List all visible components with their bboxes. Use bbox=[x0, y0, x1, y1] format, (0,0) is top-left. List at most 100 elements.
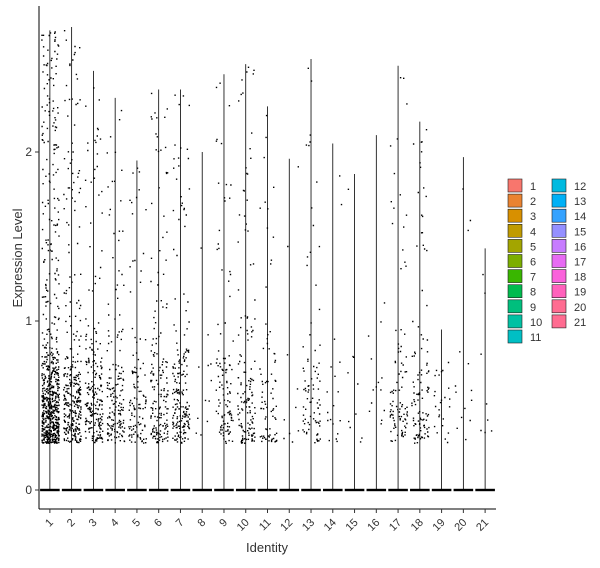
x-tick-label: 15 bbox=[344, 517, 361, 534]
x-tick-label: 12 bbox=[278, 517, 295, 534]
legend-label-18: 18 bbox=[574, 272, 586, 284]
legend-label-12: 12 bbox=[574, 181, 586, 193]
legend-key-4 bbox=[507, 224, 523, 238]
legend-key-16 bbox=[551, 239, 567, 253]
points-cluster-11 bbox=[259, 114, 278, 443]
x-tick-label: 19 bbox=[431, 517, 448, 534]
x-tick-label: 20 bbox=[452, 517, 469, 534]
y-tick-label: 2 bbox=[25, 145, 32, 159]
x-tick-label: 16 bbox=[365, 517, 382, 534]
violin-base-2 bbox=[61, 488, 82, 492]
points-cluster-19 bbox=[433, 361, 451, 444]
points-cluster-12 bbox=[283, 166, 300, 443]
violin-base-18 bbox=[410, 488, 430, 492]
x-axis-title: Identity bbox=[246, 540, 288, 555]
violin-base-10 bbox=[235, 488, 256, 492]
legend-key-20 bbox=[551, 299, 567, 314]
x-tick-label: 11 bbox=[257, 517, 274, 534]
legend-key-14 bbox=[551, 208, 567, 223]
violin-base-19 bbox=[431, 488, 452, 492]
violin-base-8 bbox=[192, 488, 213, 492]
points-cluster-5 bbox=[128, 167, 147, 444]
points-cluster-3 bbox=[84, 87, 104, 444]
points-cluster-21 bbox=[480, 273, 493, 434]
y-tick-label: 0 bbox=[25, 483, 32, 497]
legend-key-3 bbox=[507, 208, 523, 223]
legend-label-17: 17 bbox=[574, 257, 586, 269]
violin-base-5 bbox=[127, 488, 147, 492]
points-cluster-15 bbox=[347, 188, 363, 443]
legend-label-9: 9 bbox=[530, 302, 536, 314]
x-tick-label: 13 bbox=[300, 517, 317, 534]
legend-label-13: 13 bbox=[574, 196, 586, 208]
violin-base-4 bbox=[105, 488, 125, 492]
violin-base-7 bbox=[170, 488, 191, 492]
legend-key-18 bbox=[551, 269, 567, 283]
x-ticks: 1 2 3 4 5 6 7 8 9 10 11 12 13 14 15 16 17 18 19 20 21 bbox=[43, 509, 491, 534]
y-ticks: 0 1 2 bbox=[25, 145, 39, 497]
points-cluster-1 bbox=[41, 31, 60, 444]
points-cluster-4 bbox=[106, 109, 126, 444]
legend-label-6: 6 bbox=[530, 257, 536, 269]
legend-label-14: 14 bbox=[574, 211, 586, 223]
legend-key-7 bbox=[507, 269, 523, 283]
violin-base-6 bbox=[148, 488, 169, 492]
legend-key-12 bbox=[551, 178, 567, 193]
violins bbox=[40, 26, 495, 492]
legend-label-15: 15 bbox=[574, 226, 586, 238]
x-tick-label: 6 bbox=[152, 517, 165, 530]
legend-key-11 bbox=[507, 329, 523, 344]
x-tick-label: 7 bbox=[174, 517, 187, 530]
x-tick-label: 21 bbox=[474, 517, 491, 534]
x-tick-label: 4 bbox=[108, 517, 121, 530]
points-cluster-14 bbox=[326, 175, 343, 443]
legend-label-11: 11 bbox=[530, 332, 541, 344]
legend-label-20: 20 bbox=[574, 302, 586, 314]
points-cluster-10 bbox=[237, 66, 256, 444]
violin-base-11 bbox=[257, 488, 278, 492]
violin-base-12 bbox=[279, 488, 300, 492]
legend-key-2 bbox=[507, 193, 523, 208]
points-cluster-8 bbox=[195, 247, 212, 436]
x-tick-label: 8 bbox=[196, 517, 209, 530]
legend-label-21: 21 bbox=[574, 317, 586, 329]
violin-base-9 bbox=[214, 488, 234, 492]
legend-key-9 bbox=[507, 299, 523, 314]
legend-key-15 bbox=[551, 224, 567, 238]
points-cluster-9 bbox=[215, 82, 234, 444]
legend-key-17 bbox=[551, 254, 567, 268]
jitter-points bbox=[41, 30, 493, 444]
violin-base-17 bbox=[388, 488, 408, 492]
legend-key-8 bbox=[507, 284, 523, 299]
x-tick-label: 3 bbox=[87, 517, 100, 530]
y-axis-title: Expression Level bbox=[10, 208, 25, 307]
violin-base-20 bbox=[453, 488, 474, 492]
violin-base-15 bbox=[344, 488, 365, 492]
legend-key-19 bbox=[551, 284, 567, 299]
x-tick-label: 5 bbox=[130, 517, 143, 530]
x-tick-label: 9 bbox=[217, 517, 230, 530]
legend-key-10 bbox=[507, 314, 523, 329]
y-tick-label: 1 bbox=[25, 314, 32, 328]
violin-base-14 bbox=[322, 488, 343, 492]
x-tick-label: 17 bbox=[387, 517, 404, 534]
legend-label-3: 3 bbox=[530, 211, 536, 223]
legend-label-5: 5 bbox=[530, 241, 536, 253]
violin-base-1 bbox=[40, 488, 60, 492]
points-cluster-2 bbox=[63, 30, 82, 444]
violin-base-21 bbox=[475, 488, 495, 492]
legend-key-1 bbox=[507, 178, 523, 193]
legend-label-19: 19 bbox=[574, 287, 586, 299]
x-tick-label: 1 bbox=[43, 517, 56, 530]
legend-key-21 bbox=[551, 314, 567, 329]
legend-label-16: 16 bbox=[574, 241, 586, 253]
points-cluster-6 bbox=[150, 92, 169, 444]
legend-label-7: 7 bbox=[530, 272, 536, 284]
x-tick-label: 10 bbox=[235, 517, 252, 534]
violin-base-16 bbox=[366, 488, 387, 492]
x-tick-label: 14 bbox=[322, 517, 339, 534]
x-tick-label: 2 bbox=[65, 517, 78, 530]
legend-label-2: 2 bbox=[530, 196, 536, 208]
